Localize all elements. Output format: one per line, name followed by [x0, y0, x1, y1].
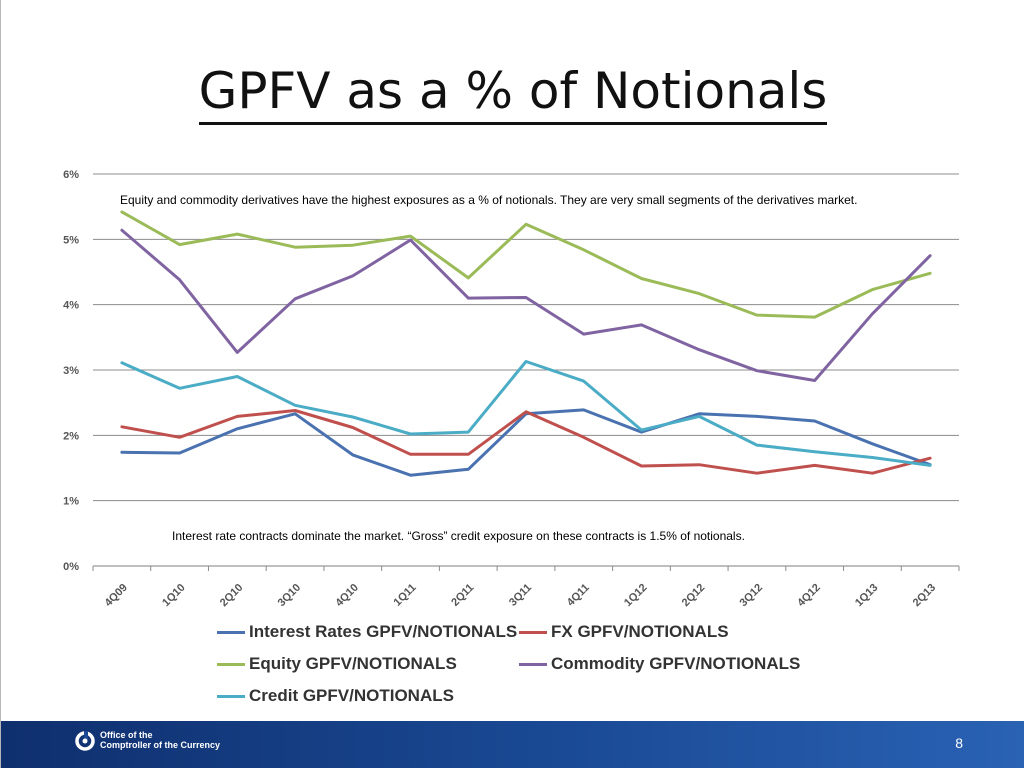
legend-swatch-interest-rates [217, 631, 245, 635]
series-line-3 [120, 228, 932, 382]
x-tick-label: 1Q12 [622, 582, 650, 610]
footer-bar: Office of the Comptroller of the Currenc… [1, 721, 1024, 768]
x-tick-label: 4Q11 [565, 582, 592, 609]
y-tick-label: 3% [63, 365, 79, 377]
x-tick-label: 3Q10 [276, 582, 304, 610]
legend-label-interest-rates: Interest Rates GPFV/NOTIONALS [249, 622, 518, 641]
legend-swatch-equity [217, 663, 245, 667]
page-number: 8 [955, 735, 963, 751]
annotation-bottom: Interest rate contracts dominate the mar… [172, 529, 745, 543]
y-tick-label: 5% [63, 234, 79, 246]
legend-label-equity: Equity GPFV/NOTIONALS [249, 654, 457, 673]
occ-logo-icon [75, 731, 95, 751]
x-tick-label: 1Q11 [392, 582, 419, 609]
series-line-1 [120, 409, 932, 475]
legend-item-credit: Credit GPFV/NOTIONALS [217, 686, 454, 706]
legend-label-fx: FX GPFV/NOTIONALS [551, 622, 729, 641]
annotation-top: Equity and commodity derivatives have th… [120, 193, 857, 207]
legend-item-equity: Equity GPFV/NOTIONALS [217, 654, 457, 674]
line-chart: 0% 1% 2% 3% 4% 5% 6% 4Q09 1Q10 2Q10 3Q10 4Q10 1Q11 2Q… [63, 169, 960, 610]
y-tick-label: 4% [63, 300, 79, 312]
x-tick-label: 3Q12 [738, 582, 766, 610]
legend-swatch-commodity [519, 663, 547, 667]
x-tick-label: 2Q13 [911, 582, 939, 610]
legend-item-interest-rates: Interest Rates GPFV/NOTIONALS [217, 622, 517, 642]
y-tick-label: 6% [63, 169, 79, 181]
series-line-0 [120, 408, 932, 477]
x-tick-label: 1Q13 [853, 582, 881, 610]
x-tick-label: 2Q10 [218, 582, 246, 610]
legend-swatch-credit [217, 695, 245, 699]
agency-name-line1: Office of the [100, 730, 153, 740]
y-tick-label: 0% [63, 561, 79, 573]
x-tick-label: 4Q12 [795, 582, 823, 610]
agency-name-line2: Comptroller of the Currency [100, 740, 221, 750]
slide-title-text: GPFV as a % of Notionals [198, 62, 828, 125]
x-tick-label: 2Q12 [680, 582, 708, 610]
slide-title: GPFV as a % of Notionals [1, 62, 1024, 125]
x-tick-label: 3Q11 [507, 582, 534, 609]
legend-item-commodity: Commodity GPFV/NOTIONALS [519, 654, 800, 674]
x-tick-label: 4Q10 [333, 582, 361, 610]
x-tick-label: 2Q11 [449, 582, 476, 609]
legend-swatch-fx [519, 631, 547, 635]
legend-label-credit: Credit GPFV/NOTIONALS [249, 686, 454, 705]
series-line-4 [120, 360, 932, 467]
y-tick-label: 1% [63, 496, 79, 508]
x-tick-label: 4Q09 [102, 582, 130, 610]
legend-item-fx: FX GPFV/NOTIONALS [519, 622, 729, 642]
series-line-2 [120, 210, 932, 319]
y-tick-label: 2% [63, 430, 79, 442]
agency-name: Office of the Comptroller of the Currenc… [100, 730, 220, 750]
x-tick-label: 1Q10 [160, 582, 188, 610]
legend-label-commodity: Commodity GPFV/NOTIONALS [551, 654, 801, 673]
